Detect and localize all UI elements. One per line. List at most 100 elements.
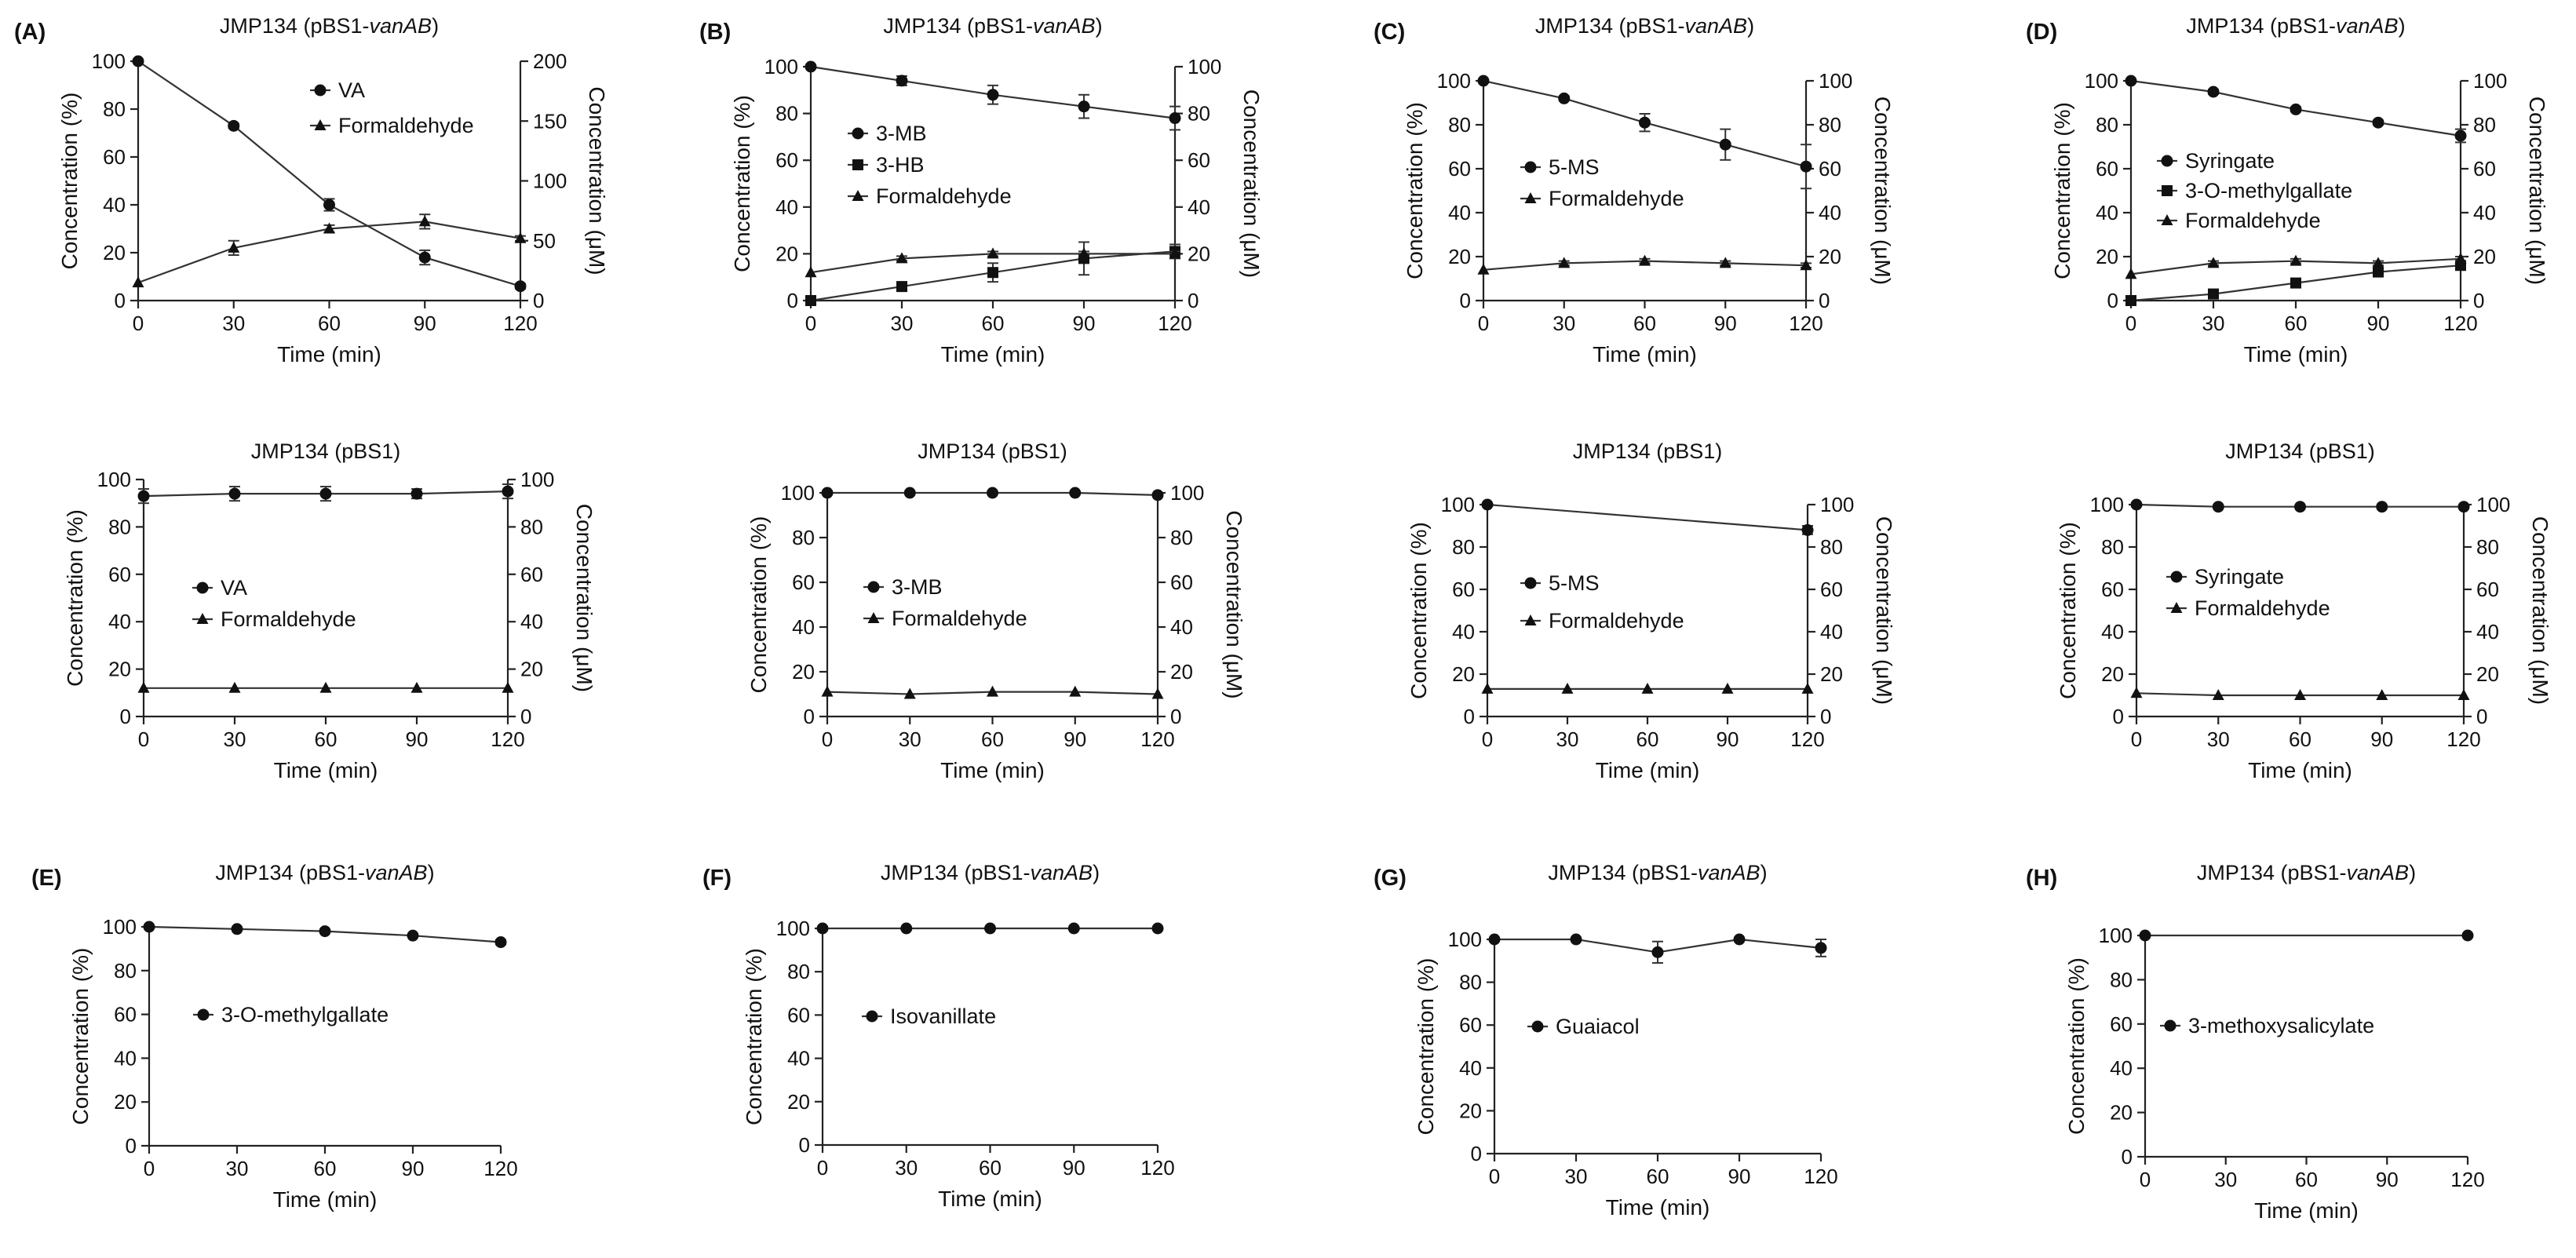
y-right-tick-label: 80	[1170, 526, 1193, 549]
y-axis-label-right: Concentration (μM)	[572, 504, 597, 692]
y-tick-label: 0	[2113, 705, 2124, 728]
data-point	[1151, 489, 1164, 501]
x-tick-label: 0	[822, 727, 833, 751]
data-point	[1558, 257, 1571, 268]
chart-panel-5: JMP134 (pBS1)0 30 60 90 12002040608010002040…	[63, 439, 597, 782]
y-tick-label: 40	[2101, 620, 2124, 644]
legend-entry: 5-MS	[1520, 571, 1600, 595]
y-right-tick-label: 20	[520, 658, 543, 681]
y-tick-label: 0	[120, 705, 131, 728]
x-tick-label: 120	[503, 312, 537, 335]
y-axis-label: Concentration (%)	[57, 93, 82, 270]
data-point	[2125, 295, 2136, 306]
x-tick-label: 90	[1064, 727, 1086, 751]
y-tick-label: 100	[2099, 924, 2133, 947]
legend-label: 3-O-methylgallate	[2185, 179, 2352, 202]
series-Guaiacol	[1488, 933, 1827, 964]
data-point	[896, 281, 907, 293]
legend-entry: 3-O-methylgallate	[193, 1003, 389, 1026]
data-point	[821, 685, 834, 697]
data-point	[2372, 116, 2384, 129]
legend-entry: 5-MS	[1520, 155, 1600, 179]
legend-marker	[2170, 602, 2183, 613]
x-axis-label: Time (min)	[1606, 1195, 1710, 1220]
data-point	[2376, 501, 2388, 513]
data-point	[132, 276, 144, 288]
y-right-tick-label: 20	[1820, 662, 1843, 686]
y-axis-label-right: Concentration (μM)	[1239, 89, 1264, 278]
chart-title-suffix: )	[428, 861, 435, 884]
y-tick-label: 20	[2110, 1101, 2133, 1125]
y-tick-label: 20	[792, 660, 815, 684]
panel-label: (A)	[14, 20, 46, 45]
y-tick-label: 60	[2110, 1012, 2133, 1036]
y-tick-label: 60	[1452, 578, 1475, 601]
y-right-tick-label: 100	[1170, 481, 1204, 505]
y-right-tick-label: 80	[520, 515, 543, 538]
data-point	[1477, 75, 1490, 87]
data-point	[1719, 257, 1731, 268]
series-line	[1487, 503, 1808, 531]
y-right-tick-label: 60	[2473, 157, 2496, 180]
data-point	[228, 487, 241, 500]
data-point	[410, 487, 423, 500]
y-right-tick-label: 100	[520, 468, 554, 491]
x-tick-label: 30	[1553, 312, 1575, 335]
data-point	[418, 215, 431, 227]
x-tick-label: 90	[2370, 727, 2393, 751]
data-point	[896, 252, 908, 264]
legend-entry: Syringate	[2157, 149, 2275, 173]
data-point	[1815, 942, 1827, 954]
y-tick-label: 40	[792, 615, 815, 639]
legend-entry: 3-MB	[848, 122, 927, 145]
data-point	[323, 222, 335, 234]
y-right-tick-label: 100	[2476, 493, 2510, 516]
y-right-tick-label: 60	[1820, 578, 1843, 601]
x-axis-label: Time (min)	[2244, 342, 2348, 366]
legend-marker	[852, 190, 864, 201]
x-tick-label: 30	[1565, 1165, 1588, 1188]
legend-label: 3-O-methylgallate	[221, 1003, 389, 1026]
y-axis-label: Concentration (%)	[63, 509, 87, 687]
legend-entry: 3-methoxysalicylate	[2160, 1014, 2374, 1037]
y-tick-label: 40	[775, 195, 798, 219]
chart-title-prefix: JMP134 (pBS1-	[215, 861, 365, 884]
y-right-tick-label: 40	[2476, 620, 2499, 644]
x-tick-label: 0	[1478, 312, 1489, 335]
x-tick-label: 90	[2367, 312, 2390, 335]
x-tick-label: 0	[2131, 727, 2142, 751]
legend-marker	[2170, 571, 2183, 583]
y-right-tick-label: 0	[2476, 705, 2487, 728]
series-3-methoxysalicylate	[2139, 929, 2474, 942]
x-tick-label: 120	[1789, 312, 1823, 335]
series-5-MS	[1481, 498, 1814, 536]
x-axis-label: Time (min)	[273, 1187, 378, 1212]
y-tick-label: 40	[1448, 201, 1471, 224]
x-axis-label: Time (min)	[274, 758, 378, 782]
data-point	[1733, 933, 1746, 946]
y-tick-label: 60	[1459, 1013, 1482, 1037]
y-axis-label-right: Concentration (μM)	[2528, 516, 2552, 705]
data-point	[1719, 138, 1731, 151]
legend-marker	[314, 84, 327, 97]
data-point	[1477, 263, 1490, 275]
x-tick-label: 30	[895, 1156, 918, 1180]
chart-title-prefix: JMP134 (pBS1-	[883, 14, 1033, 38]
chart-title: JMP134 (pBS1-vanAB)	[883, 14, 1102, 38]
x-tick-label: 120	[2446, 727, 2480, 751]
legend-entry: Formaldehyde	[848, 184, 1012, 208]
y-tick-label: 100	[776, 917, 810, 940]
x-tick-label: 30	[2207, 727, 2230, 751]
y-tick-label: 40	[787, 1047, 810, 1070]
legend-marker	[852, 127, 864, 140]
x-tick-label: 0	[2140, 1168, 2151, 1191]
legend-label: Formaldehyde	[1549, 609, 1684, 633]
series-Formaldehyde	[805, 247, 1181, 278]
data-point	[323, 199, 335, 211]
y-tick-label: 0	[2122, 1145, 2133, 1169]
legend-entry: 3-MB	[863, 575, 943, 599]
y-right-tick-label: 40	[1820, 620, 1843, 644]
chart-title-italic: vanAB	[1031, 861, 1093, 884]
x-tick-label: 60	[2289, 727, 2311, 751]
